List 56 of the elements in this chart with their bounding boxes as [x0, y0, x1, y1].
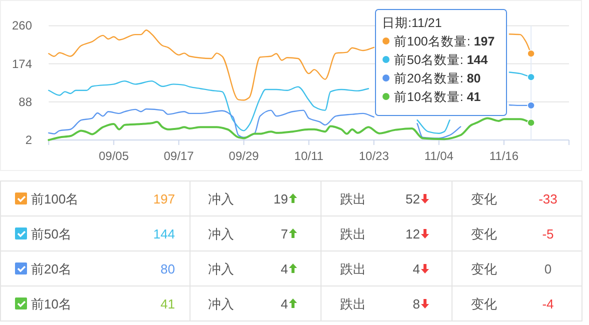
x-tick-label: 09/17 [164, 149, 194, 163]
text: 冲入 [208, 192, 234, 206]
text: 7 [280, 226, 288, 242]
y-tick-label: 2 [25, 133, 32, 147]
text: 跌出 [340, 296, 366, 312]
text: 变化 [471, 262, 497, 276]
text: 41 [160, 296, 175, 312]
text: -4 [542, 296, 554, 312]
text: 52 [406, 192, 420, 206]
text: 变化 [471, 296, 497, 312]
text: 144 [153, 226, 175, 242]
text: 19 [274, 192, 288, 206]
legend-label: 前50名数量 [394, 53, 460, 67]
point [527, 102, 535, 110]
point [527, 118, 535, 127]
text: 80 [160, 262, 175, 276]
text: 4 [412, 262, 420, 276]
y-tick-label: 260 [12, 18, 32, 33]
legend-label: 前100名数量 [394, 34, 467, 48]
annotation: 日期:11/21 [382, 16, 442, 30]
x-tick-label: 10/11 [294, 149, 324, 163]
text: 前10名 [31, 296, 72, 312]
text: 0 [544, 262, 552, 276]
x-tick-label: 11/16 [489, 149, 519, 163]
annotation: : 197 [466, 34, 495, 48]
text: 冲入 [208, 226, 234, 242]
y-tick-label: 174 [12, 56, 32, 71]
text: 8 [412, 296, 420, 312]
text: -33 [538, 192, 558, 206]
annotation: : 41 [460, 90, 481, 104]
text: -5 [542, 226, 554, 242]
legend-label: 前10名数量 [394, 90, 460, 104]
text: 12 [406, 226, 420, 242]
text: 前100名 [31, 192, 79, 206]
annotation: : 144 [460, 53, 488, 67]
text: 4 [280, 262, 288, 276]
text: 冲入 [208, 262, 234, 276]
text: 197 [153, 192, 175, 206]
text: 冲入 [208, 296, 234, 312]
text: 变化 [471, 226, 497, 242]
x-tick-label: 09/29 [228, 149, 260, 163]
point [527, 50, 535, 58]
text: 变化 [471, 192, 497, 206]
text: 跌出 [340, 226, 366, 242]
y-tick-label: 88 [18, 94, 32, 109]
legend-label: 前20名数量 [394, 72, 460, 86]
text: 前20名 [31, 262, 72, 276]
annotation: : 80 [460, 72, 481, 86]
point [527, 73, 535, 81]
text: 前50名 [31, 226, 72, 242]
x-tick-label: 11/04 [424, 149, 454, 163]
x-tick-label: 10/23 [358, 149, 390, 163]
text: 跌出 [340, 262, 366, 276]
x-tick-label: 09/05 [98, 149, 130, 163]
text: 跌出 [340, 192, 366, 206]
text: 4 [280, 296, 288, 312]
